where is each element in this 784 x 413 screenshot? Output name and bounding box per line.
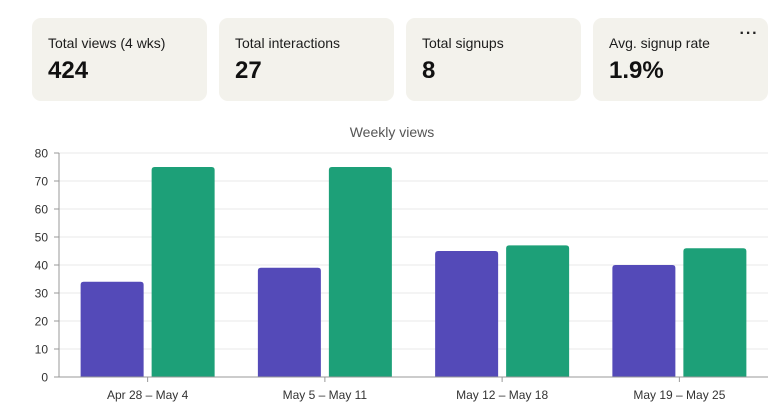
bars — [80, 167, 747, 377]
y-tick-label: 50 — [35, 231, 49, 245]
stat-value: 1.9% — [609, 57, 664, 84]
y-tick-label: 60 — [35, 203, 49, 217]
y-tick-label: 80 — [35, 147, 49, 161]
stat-label: Total interactions — [235, 35, 341, 51]
x-tick-label: May 19 – May 25 — [633, 388, 725, 402]
more-options-button[interactable]: ··· — [736, 24, 762, 50]
stat-label: Avg. signup rate — [609, 35, 710, 51]
weekly-views-chart: 0 10 20 30 40 50 60 70 80 Apr 28 – May 4 May 5 – … — [35, 147, 768, 402]
stat-card-total-signups: Total signups 8 — [406, 18, 581, 101]
y-tick-label: 10 — [35, 343, 49, 357]
bar-series-2 — [151, 167, 215, 377]
stat-card-total-interactions: Total interactions 27 — [219, 18, 394, 101]
bar-series-2 — [506, 245, 570, 377]
stat-card-total-views: Total views (4 wks) 424 — [32, 18, 207, 101]
stat-card-avg-signup-rate: Avg. signup rate 1.9% ··· — [593, 18, 768, 101]
y-tick-label: 70 — [35, 175, 49, 189]
bar-series-2 — [683, 248, 747, 377]
axes — [58, 153, 768, 378]
x-tick-label: Apr 28 – May 4 — [107, 388, 189, 402]
bar-series-1 — [80, 281, 144, 377]
stat-value: 27 — [235, 57, 262, 84]
bar-series-2 — [328, 167, 392, 377]
chart-title: Weekly views — [349, 124, 435, 140]
stat-value: 8 — [422, 57, 436, 84]
x-tick-label: May 5 – May 11 — [283, 388, 368, 402]
bar-series-1 — [612, 265, 676, 377]
stat-value: 424 — [48, 57, 89, 84]
stats-row: Total views (4 wks) 424 Total interactio… — [0, 0, 784, 112]
y-tick-label: 30 — [35, 287, 49, 301]
bar-series-1 — [257, 267, 321, 377]
stat-label: Total views (4 wks) — [48, 35, 166, 51]
y-axis-ticks: 0 10 20 30 40 50 60 70 80 — [35, 147, 59, 385]
y-tick-label: 20 — [35, 315, 49, 329]
more-horizontal-icon: ··· — [739, 25, 759, 42]
stat-label: Total signups — [422, 35, 504, 51]
y-tick-label: 0 — [41, 371, 48, 385]
y-tick-label: 40 — [35, 259, 49, 273]
x-tick-label: May 12 – May 18 — [456, 388, 548, 402]
bar-series-1 — [435, 251, 499, 377]
x-axis-ticks: Apr 28 – May 4 May 5 – May 11 May 12 – May… — [107, 377, 726, 402]
